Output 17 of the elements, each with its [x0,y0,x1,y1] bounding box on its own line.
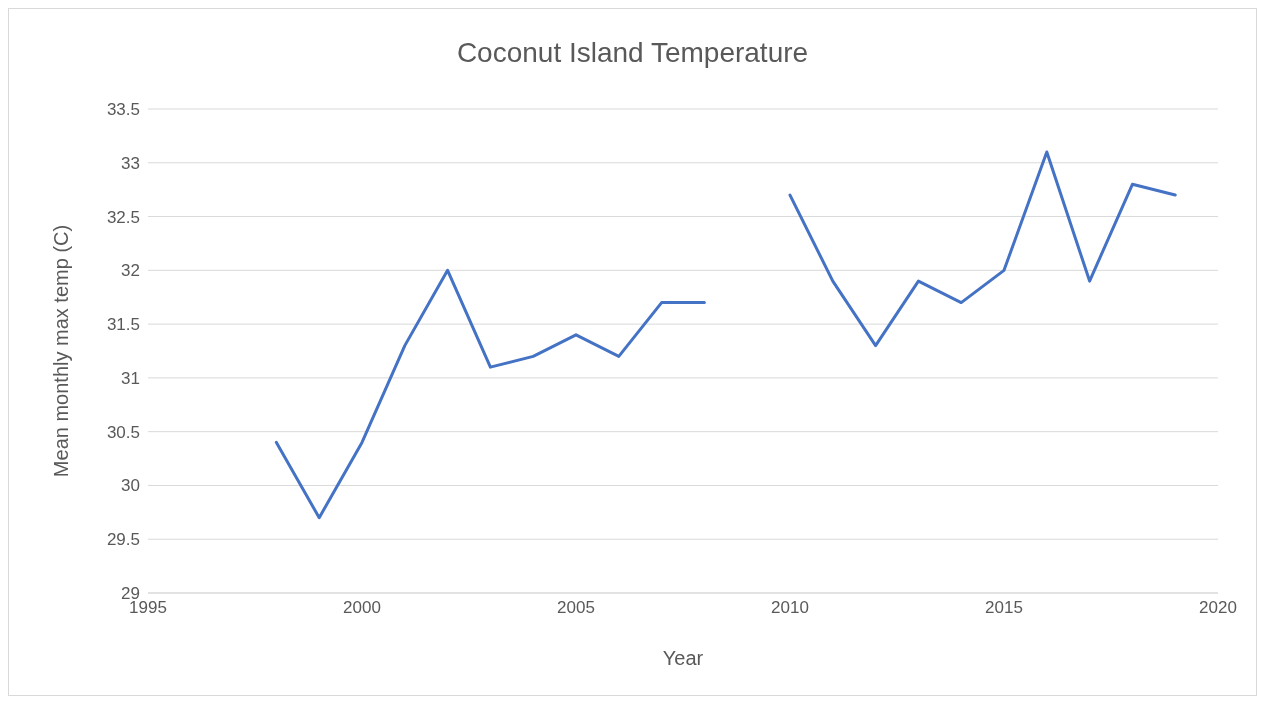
x-tick-label: 2015 [985,598,1023,618]
y-tick-label: 29.5 [106,530,140,550]
y-tick-label: 33.5 [106,100,140,120]
chart-title: Coconut Island Temperature [455,37,810,69]
y-tick-label: 32.5 [106,207,140,227]
y-axis-title: Mean monthly max temp (C) [50,224,73,478]
x-axis-title: Year [662,647,704,670]
y-tick-label: 30.5 [106,422,140,442]
x-tick-label: 2005 [557,598,595,618]
x-tick-label: 2010 [771,598,809,618]
x-tick-label: 2020 [1199,598,1237,618]
y-tick-label: 31.5 [106,315,140,335]
x-tick-label: 2000 [343,598,381,618]
y-tick-label: 33 [121,153,140,173]
y-tick-label: 30 [121,476,140,496]
y-tick-label: 31 [121,368,140,388]
y-tick-label: 32 [121,261,140,281]
